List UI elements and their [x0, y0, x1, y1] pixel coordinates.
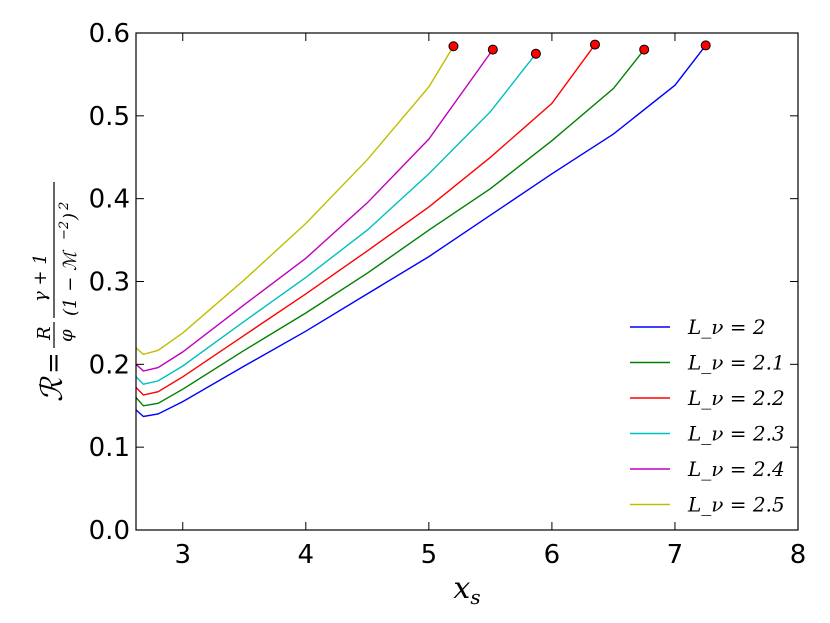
legend-label-2: L_ν = 2.1: [687, 351, 785, 375]
end-markers: [448, 39, 711, 59]
series-line-4: [135, 53, 537, 385]
legend: L_ν = 2 L_ν = 2.1 L_ν = 2.2 L_ν = 2.3 L_ν = …: [630, 315, 785, 517]
svg-text:γ + 1: γ + 1: [30, 253, 51, 302]
svg-text:2: 2: [57, 202, 72, 211]
series-line-6: [135, 45, 455, 356]
series-end-marker-5: [487, 44, 498, 55]
x-tick-label: 8: [790, 540, 807, 570]
x-ticks: 3 4 5 6 7 8: [174, 33, 806, 570]
y-tick-label: 0.3: [89, 268, 130, 298]
series-end-marker-4: [530, 48, 541, 59]
series-end-marker-2: [639, 44, 650, 55]
svg-text:R: R: [34, 326, 55, 341]
series-line-1: [135, 44, 707, 418]
y-tick-label: 0.1: [89, 433, 130, 463]
svg-text:(1 − ℳ: (1 − ℳ: [60, 249, 81, 316]
plot-frame: [135, 32, 799, 531]
plot-series: [135, 44, 707, 418]
y-tick-label: 0.5: [89, 102, 130, 132]
y-tick-label: 0.2: [89, 350, 130, 380]
series-line-3: [135, 44, 596, 396]
svg-text:ℛ: ℛ: [35, 376, 70, 402]
y-tick-label: 0.6: [89, 19, 130, 49]
x-axis-label: xs: [453, 571, 480, 609]
x-tick-label: 6: [544, 540, 561, 570]
legend-label-6: L_ν = 2.5: [687, 493, 785, 517]
x-tick-label: 7: [667, 540, 684, 570]
y-tick-label: 0.0: [89, 516, 130, 546]
y-axis-label: ℛ = R φ γ + 1 (1 − ℳ −2 ) 2: [30, 182, 81, 402]
x-tick-label: 4: [298, 540, 315, 570]
series-end-marker-6: [448, 41, 459, 52]
y-ticks: 0.0 0.1 0.2 0.3 0.4 0.5 0.6: [89, 19, 798, 546]
legend-label-3: L_ν = 2.2: [687, 386, 785, 410]
svg-text:−2: −2: [57, 221, 72, 240]
legend-label-5: L_ν = 2.4: [687, 457, 785, 481]
x-tick-label: 5: [421, 540, 438, 570]
x-tick-label: 3: [174, 540, 191, 570]
y-tick-label: 0.4: [89, 185, 130, 215]
series-end-marker-3: [589, 39, 600, 50]
svg-text:φ: φ: [56, 329, 77, 342]
series-line-5: [135, 49, 494, 372]
legend-label-1: L_ν = 2: [687, 315, 766, 339]
svg-text:=: =: [39, 352, 69, 374]
series-line-2: [135, 49, 645, 407]
series-end-marker-1: [700, 40, 711, 51]
legend-label-4: L_ν = 2.3: [687, 422, 785, 446]
svg-text:): ): [60, 213, 81, 221]
